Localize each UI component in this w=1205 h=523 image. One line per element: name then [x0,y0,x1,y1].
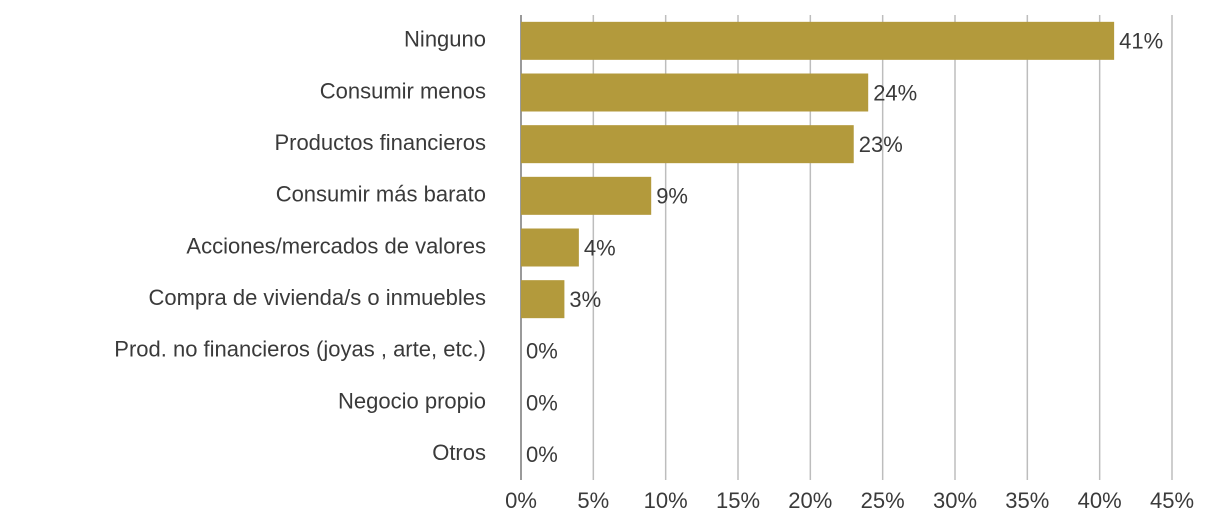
value-label: 4% [584,235,616,260]
y-tick-label: Acciones/mercados de valores [186,233,486,258]
y-tick-label: Consumir más barato [276,182,486,207]
y-tick-label: Compra de vivienda/s o inmuebles [148,285,486,310]
y-tick-label: Ninguno [404,27,486,52]
y-tick-label: Productos financieros [274,130,486,155]
x-tick-label: 40% [1078,488,1122,513]
bar [521,228,579,267]
value-label: 23% [859,132,903,157]
x-tick-label: 20% [788,488,832,513]
y-tick-label: Otros [432,440,486,465]
value-label: 0% [526,339,558,364]
x-tick-label: 10% [644,488,688,513]
x-tick-label: 45% [1150,488,1194,513]
x-tick-label: 35% [1005,488,1049,513]
x-tick-label: 15% [716,488,760,513]
value-label: 9% [656,184,688,209]
value-label: 0% [526,390,558,415]
x-tick-label: 5% [577,488,609,513]
x-tick-label: 0% [505,488,537,513]
bar [521,125,854,164]
bar [521,21,1115,60]
value-label: 3% [569,287,601,312]
bar [521,176,652,215]
value-label: 0% [526,442,558,467]
value-label: 24% [873,80,917,105]
y-tick-label: Consumir menos [320,78,486,103]
x-tick-label: 30% [933,488,977,513]
bar [521,73,869,112]
y-tick-label: Prod. no financieros (joyas , arte, etc.… [114,337,486,362]
value-label: 41% [1119,29,1163,54]
y-tick-label: Negocio propio [338,388,486,413]
bar [521,280,565,319]
x-tick-label: 25% [861,488,905,513]
